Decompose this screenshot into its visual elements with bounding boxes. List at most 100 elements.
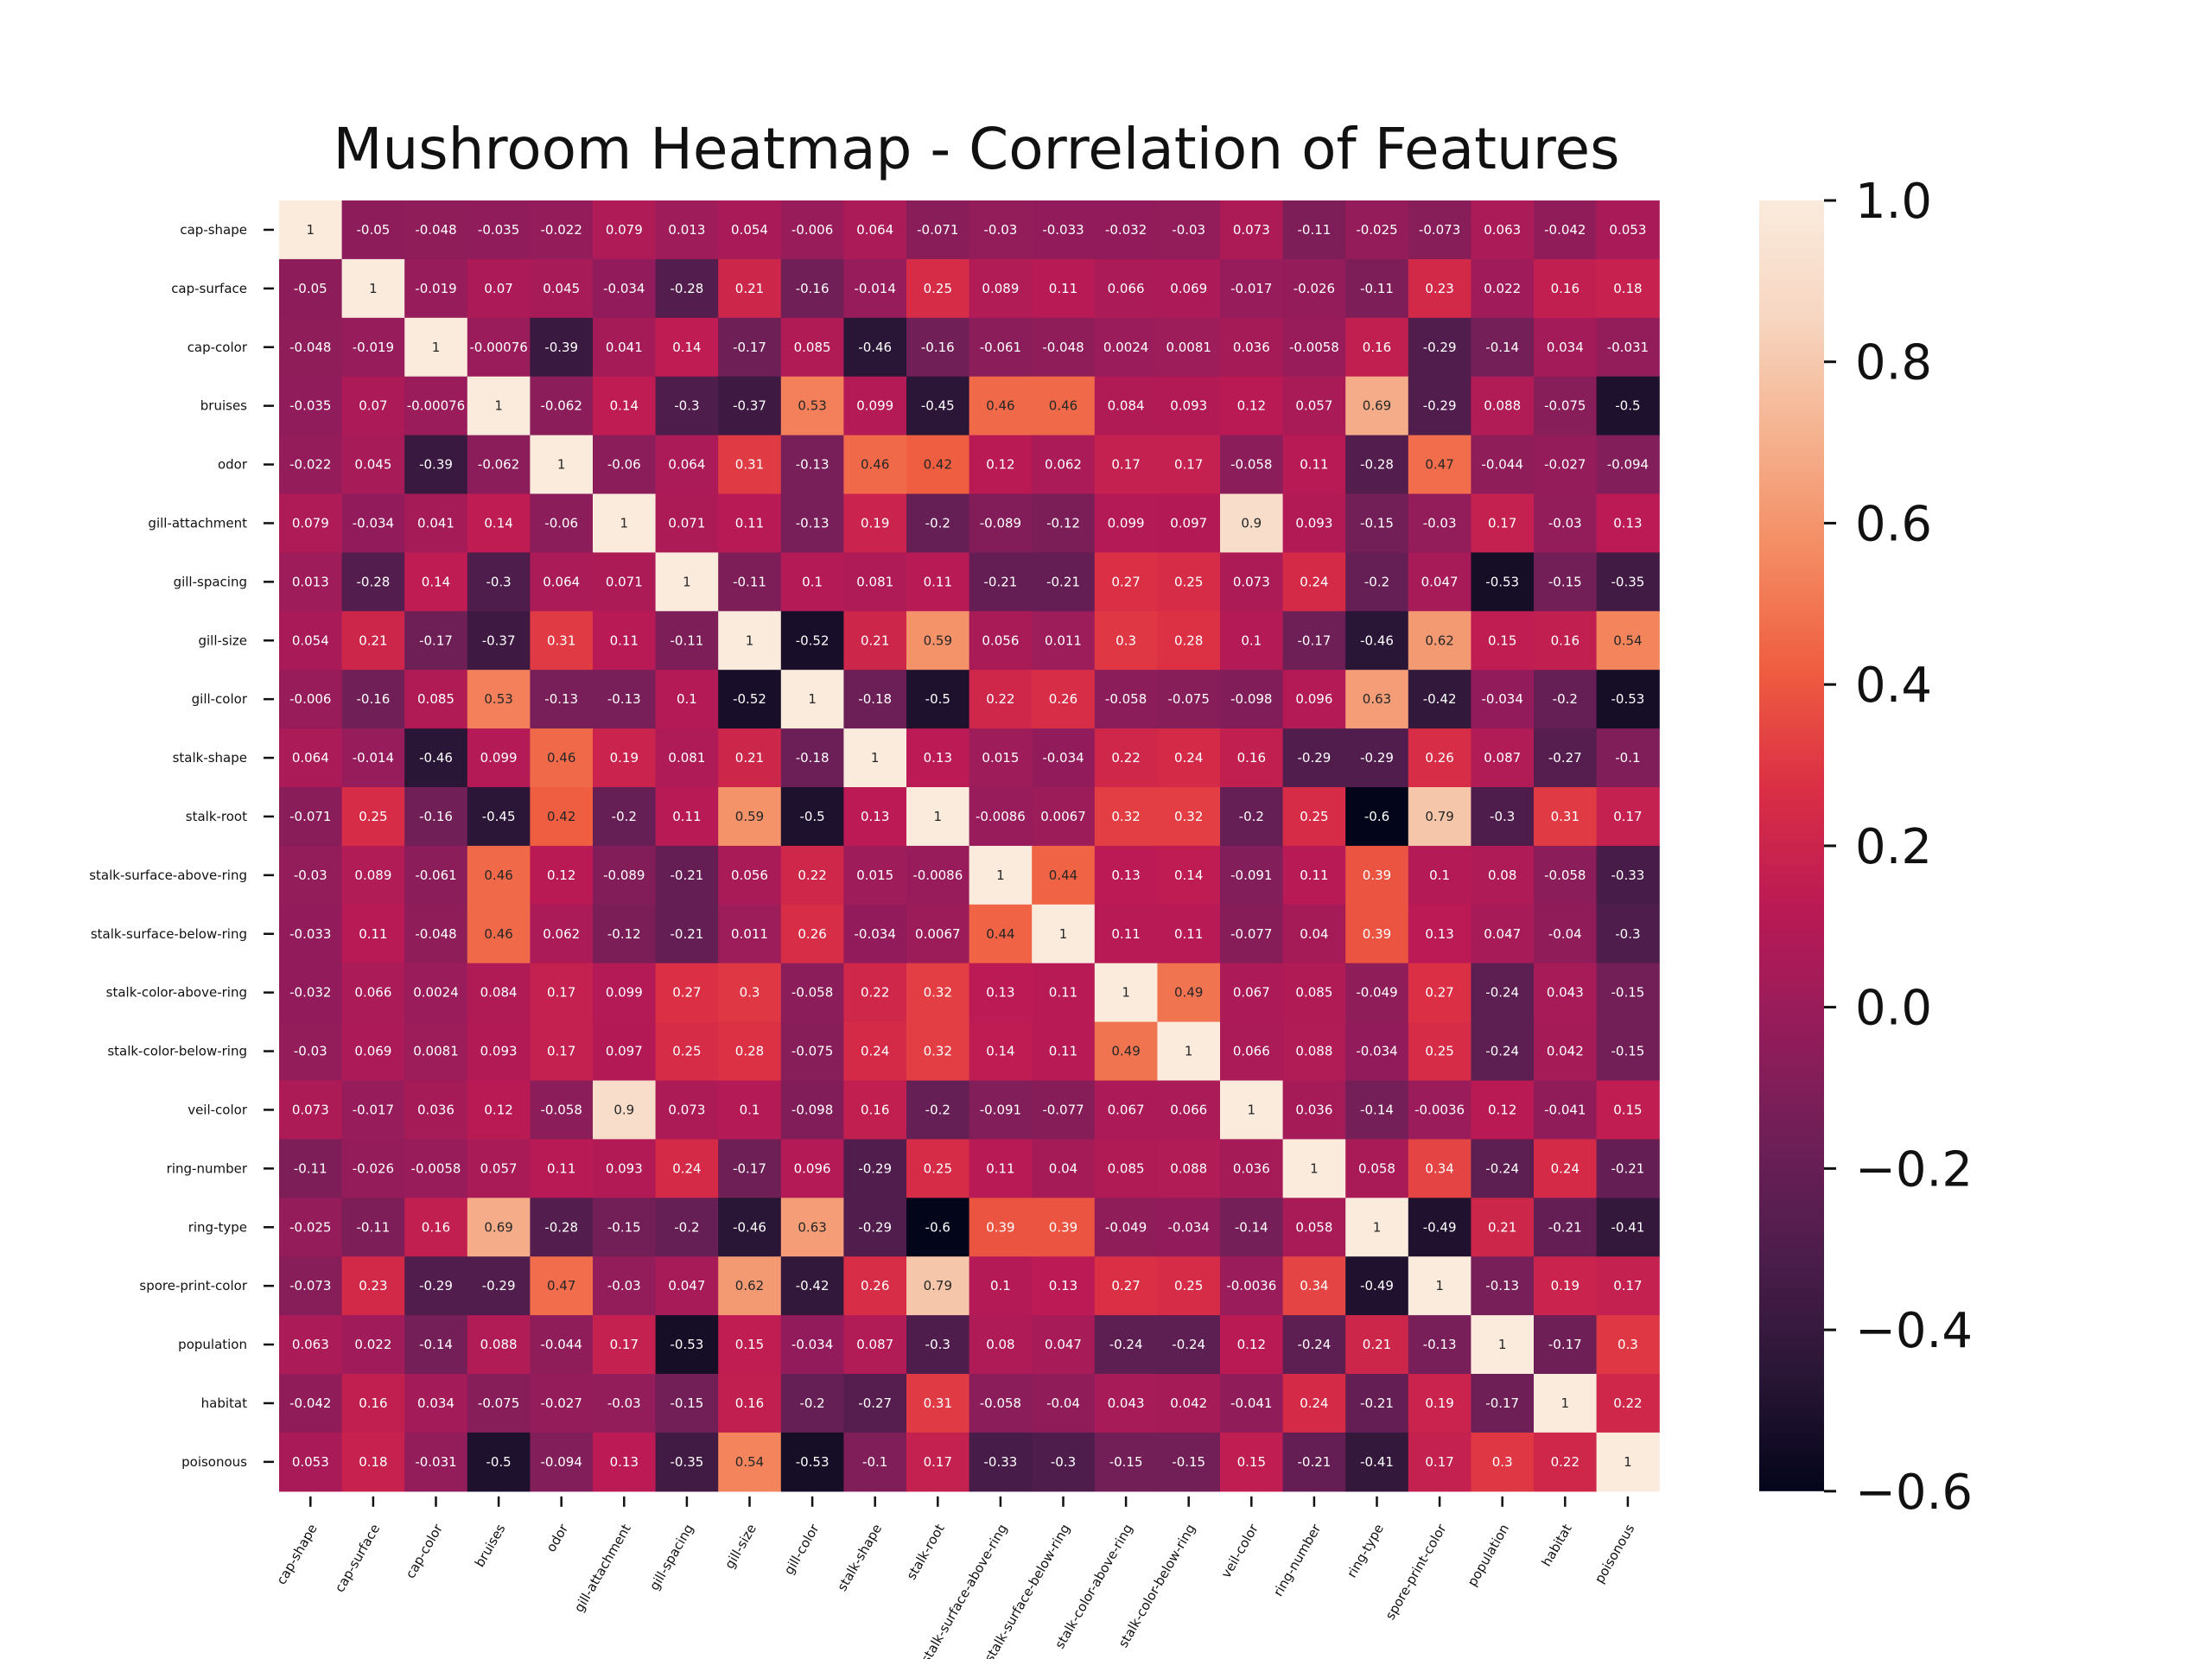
heatmap-cell — [1534, 1080, 1598, 1140]
heatmap-cell — [1157, 728, 1221, 788]
cell-value-label: 0.32 — [1111, 809, 1140, 824]
heatmap-cell — [969, 552, 1033, 612]
cell-value-label: -0.5 — [925, 691, 950, 707]
cell-value-label: -0.089 — [603, 868, 645, 883]
heatmap-cell — [1471, 1432, 1535, 1492]
cell-value-label: -0.24 — [1297, 1337, 1331, 1352]
heatmap-cell — [467, 670, 531, 729]
heatmap-cell — [1157, 845, 1221, 906]
heatmap-cell — [655, 493, 719, 553]
cell-value-label: -0.075 — [478, 1395, 519, 1411]
heatmap-cell — [1157, 493, 1221, 553]
heatmap-cell — [341, 493, 405, 553]
column-label: gill-attachment — [571, 1522, 634, 1615]
row-label: ring-number — [167, 1160, 248, 1176]
cell-value-label: 0.057 — [1295, 398, 1332, 414]
cell-value-label: -0.28 — [356, 574, 390, 589]
cell-value-label: 0.081 — [668, 750, 705, 766]
heatmap-cell — [1282, 611, 1346, 671]
heatmap-cell — [467, 904, 531, 964]
cell-value-label: 0.22 — [986, 691, 1014, 707]
heatmap-cell — [1157, 1256, 1221, 1316]
cell-value-label: -0.13 — [1485, 1278, 1519, 1294]
cell-value-label: 0.081 — [856, 574, 893, 589]
cell-value-label: 1 — [557, 457, 566, 473]
colorbar-tick-label: −0.4 — [1855, 1303, 1973, 1359]
heatmap-cell — [1282, 963, 1346, 1023]
cell-value-label: -0.45 — [482, 809, 516, 824]
heatmap-cell — [1220, 376, 1284, 436]
heatmap-cell — [906, 376, 970, 436]
heatmap-cell — [1345, 1198, 1409, 1257]
cell-value-label: 0.093 — [1295, 515, 1332, 531]
cell-value-label: 0.11 — [672, 809, 701, 824]
heatmap-cell — [467, 376, 531, 436]
cell-value-label: -0.03 — [1548, 515, 1582, 531]
heatmap-cell — [593, 904, 657, 964]
row-label: cap-color — [188, 340, 248, 355]
heatmap-cell — [780, 670, 844, 729]
heatmap-cell — [1408, 1198, 1471, 1257]
heatmap-cell — [341, 670, 405, 729]
colorbar-tick-label: 0.4 — [1855, 658, 1932, 714]
heatmap-cell — [655, 1021, 719, 1082]
heatmap-cell — [906, 1021, 970, 1082]
cell-value-label: -0.077 — [1230, 926, 1272, 942]
heatmap-cell — [1534, 552, 1598, 612]
cell-value-label: -0.17 — [1548, 1337, 1582, 1352]
cell-value-label: -0.29 — [1360, 750, 1394, 766]
heatmap-cell — [341, 728, 405, 788]
cell-value-label: -0.13 — [1423, 1337, 1457, 1352]
heatmap-cell — [279, 904, 343, 964]
heatmap-cell — [718, 728, 782, 788]
cell-value-label: 0.1 — [740, 1102, 760, 1117]
heatmap-cell — [1220, 1256, 1284, 1316]
cell-value-label: -0.062 — [541, 398, 582, 414]
cell-value-label: -0.29 — [858, 1160, 892, 1176]
heatmap-cell — [780, 787, 844, 847]
heatmap-cell — [906, 728, 970, 788]
cell-value-label: 1 — [1248, 1102, 1256, 1117]
cell-value-label: 0.1 — [1241, 632, 1262, 648]
cell-value-label: 0.25 — [1425, 1044, 1453, 1059]
heatmap-cell — [1471, 1080, 1535, 1140]
cell-value-label: 0.041 — [417, 515, 454, 531]
cell-value-label: 0.69 — [1363, 398, 1391, 414]
cell-value-label: -0.29 — [482, 1278, 516, 1294]
heatmap-cell — [404, 1315, 468, 1375]
cell-value-label: 0.07 — [359, 398, 387, 414]
cell-value-label: 0.062 — [543, 926, 580, 942]
cell-value-label: -0.2 — [1239, 809, 1264, 824]
heatmap-cell — [279, 1021, 343, 1082]
cell-value-label: 0.12 — [1237, 1337, 1266, 1352]
cell-value-label: 0.21 — [1363, 1337, 1391, 1352]
heatmap-cell — [279, 1256, 343, 1316]
cell-value-label: -0.0058 — [1289, 340, 1339, 355]
cell-value-label: 0.099 — [606, 985, 643, 1001]
heatmap-cell — [1094, 611, 1158, 671]
heatmap-cell — [780, 1198, 844, 1257]
cell-value-label: 1 — [808, 691, 817, 707]
heatmap-cell — [467, 1432, 531, 1492]
cell-value-label: -0.098 — [791, 1102, 833, 1117]
heatmap-cell — [1220, 1374, 1284, 1433]
cell-value-label: 0.11 — [1049, 1044, 1077, 1059]
cell-value-label: -0.077 — [1042, 1102, 1084, 1117]
heatmap-cell — [780, 1374, 844, 1433]
cell-value-label: 0.24 — [861, 1044, 889, 1059]
cell-value-label: 0.11 — [1049, 985, 1077, 1001]
cell-value-label: -0.0058 — [411, 1160, 461, 1176]
cell-value-label: -0.16 — [796, 281, 830, 296]
cell-value-label: 0.25 — [1174, 574, 1203, 589]
heatmap-cell — [1471, 845, 1535, 906]
heatmap-cell — [404, 435, 468, 495]
cell-value-label: 0.011 — [731, 926, 768, 942]
heatmap-cell — [1596, 435, 1660, 495]
column-label: veil-color — [1218, 1521, 1262, 1580]
heatmap-cell — [969, 1432, 1033, 1492]
cell-value-label: 0.34 — [1425, 1160, 1453, 1176]
cell-value-label: 0.11 — [735, 515, 764, 531]
cell-value-label: 0.11 — [1300, 868, 1328, 883]
heatmap-cell — [1471, 904, 1535, 964]
cell-value-label: 0.15 — [1237, 1454, 1266, 1470]
